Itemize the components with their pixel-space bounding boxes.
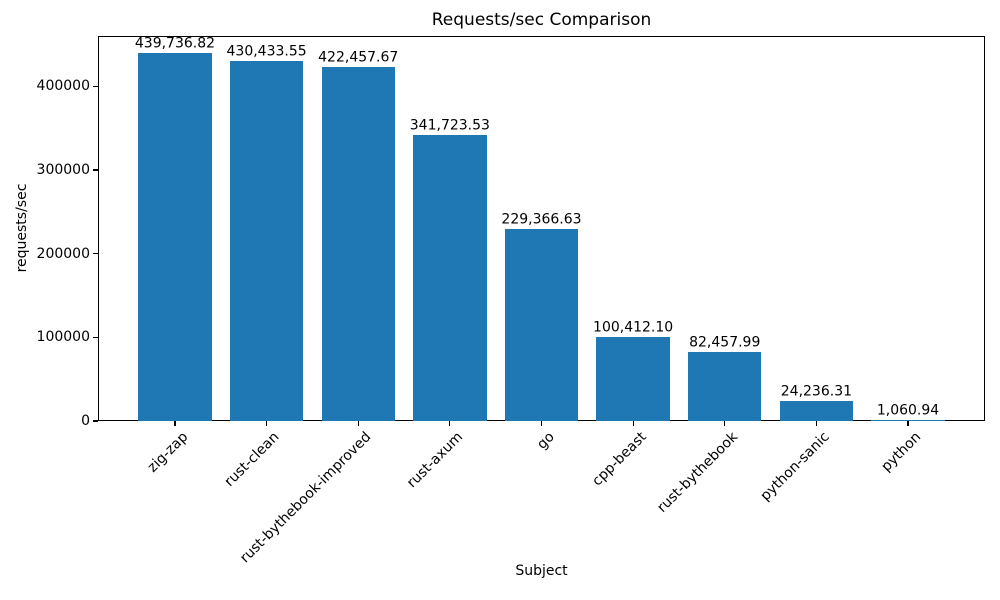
x-tick-label-zig-zap: zig-zap — [144, 429, 192, 476]
x-tick-mark — [907, 421, 909, 426]
x-tick-mark — [540, 421, 543, 426]
bar-rust-clean — [229, 60, 304, 421]
y-tick-label: 400000 — [36, 78, 90, 95]
x-tick-mark — [174, 421, 176, 426]
x-tick-label-rust-axum: rust-axum — [404, 429, 467, 492]
y-tick-mark — [93, 253, 98, 255]
y-tick-mark — [93, 169, 98, 171]
x-tick-label-python-sanic: python-sanic — [757, 429, 833, 505]
bar-value-label-rust-axum: 341,723.53 — [409, 117, 490, 134]
y-tick-mark — [93, 336, 98, 338]
x-tick-label-go: go — [534, 429, 558, 453]
bar-rust-bythebook-improved — [321, 67, 395, 421]
y-tick-mark — [93, 420, 98, 422]
chart-title: Requests/sec Comparison — [431, 10, 652, 30]
x-tick-mark — [724, 421, 726, 426]
bar-value-label-rust-clean: 430,433.55 — [226, 43, 307, 60]
y-tick-label: 100000 — [36, 329, 90, 346]
x-axis-label: Subject — [515, 563, 568, 579]
bar-value-label-go: 229,366.63 — [501, 211, 582, 228]
bar-value-label-zig-zap: 439,736.82 — [134, 35, 216, 52]
bar-value-label-python-sanic: 24,236.31 — [780, 383, 853, 400]
bar-rust-axum — [413, 134, 487, 421]
bar-cpp-beast — [596, 336, 670, 421]
y-tick-label: 0 — [81, 413, 90, 429]
bar-python — [871, 420, 945, 421]
x-tick-label-cpp-beast: cpp-beast — [589, 429, 650, 490]
bar-value-label-rust-bythebook-improved: 422,457.67 — [318, 49, 399, 66]
x-tick-mark — [632, 421, 634, 426]
bar-python-sanic — [779, 400, 854, 421]
x-tick-mark — [266, 421, 268, 426]
bar-value-label-python: 1,060.94 — [876, 402, 940, 419]
y-tick-label: 300000 — [36, 161, 90, 178]
x-tick-label-rust-clean: rust-clean — [222, 429, 283, 490]
bar-zig-zap — [138, 52, 212, 421]
x-tick-mark — [449, 421, 451, 426]
bar-go — [504, 229, 579, 421]
bar-value-label-cpp-beast: 100,412.10 — [593, 319, 674, 336]
y-tick-mark — [93, 85, 98, 87]
x-tick-label-rust-bythebook: rust-bythebook — [654, 429, 742, 516]
y-tick-label: 200000 — [36, 245, 90, 262]
x-tick-mark — [815, 421, 817, 426]
bar-rust-bythebook — [688, 351, 762, 421]
x-tick-label-python: python — [878, 429, 925, 475]
x-tick-mark — [357, 421, 359, 426]
bar-value-label-rust-bythebook: 82,457.99 — [689, 334, 761, 351]
